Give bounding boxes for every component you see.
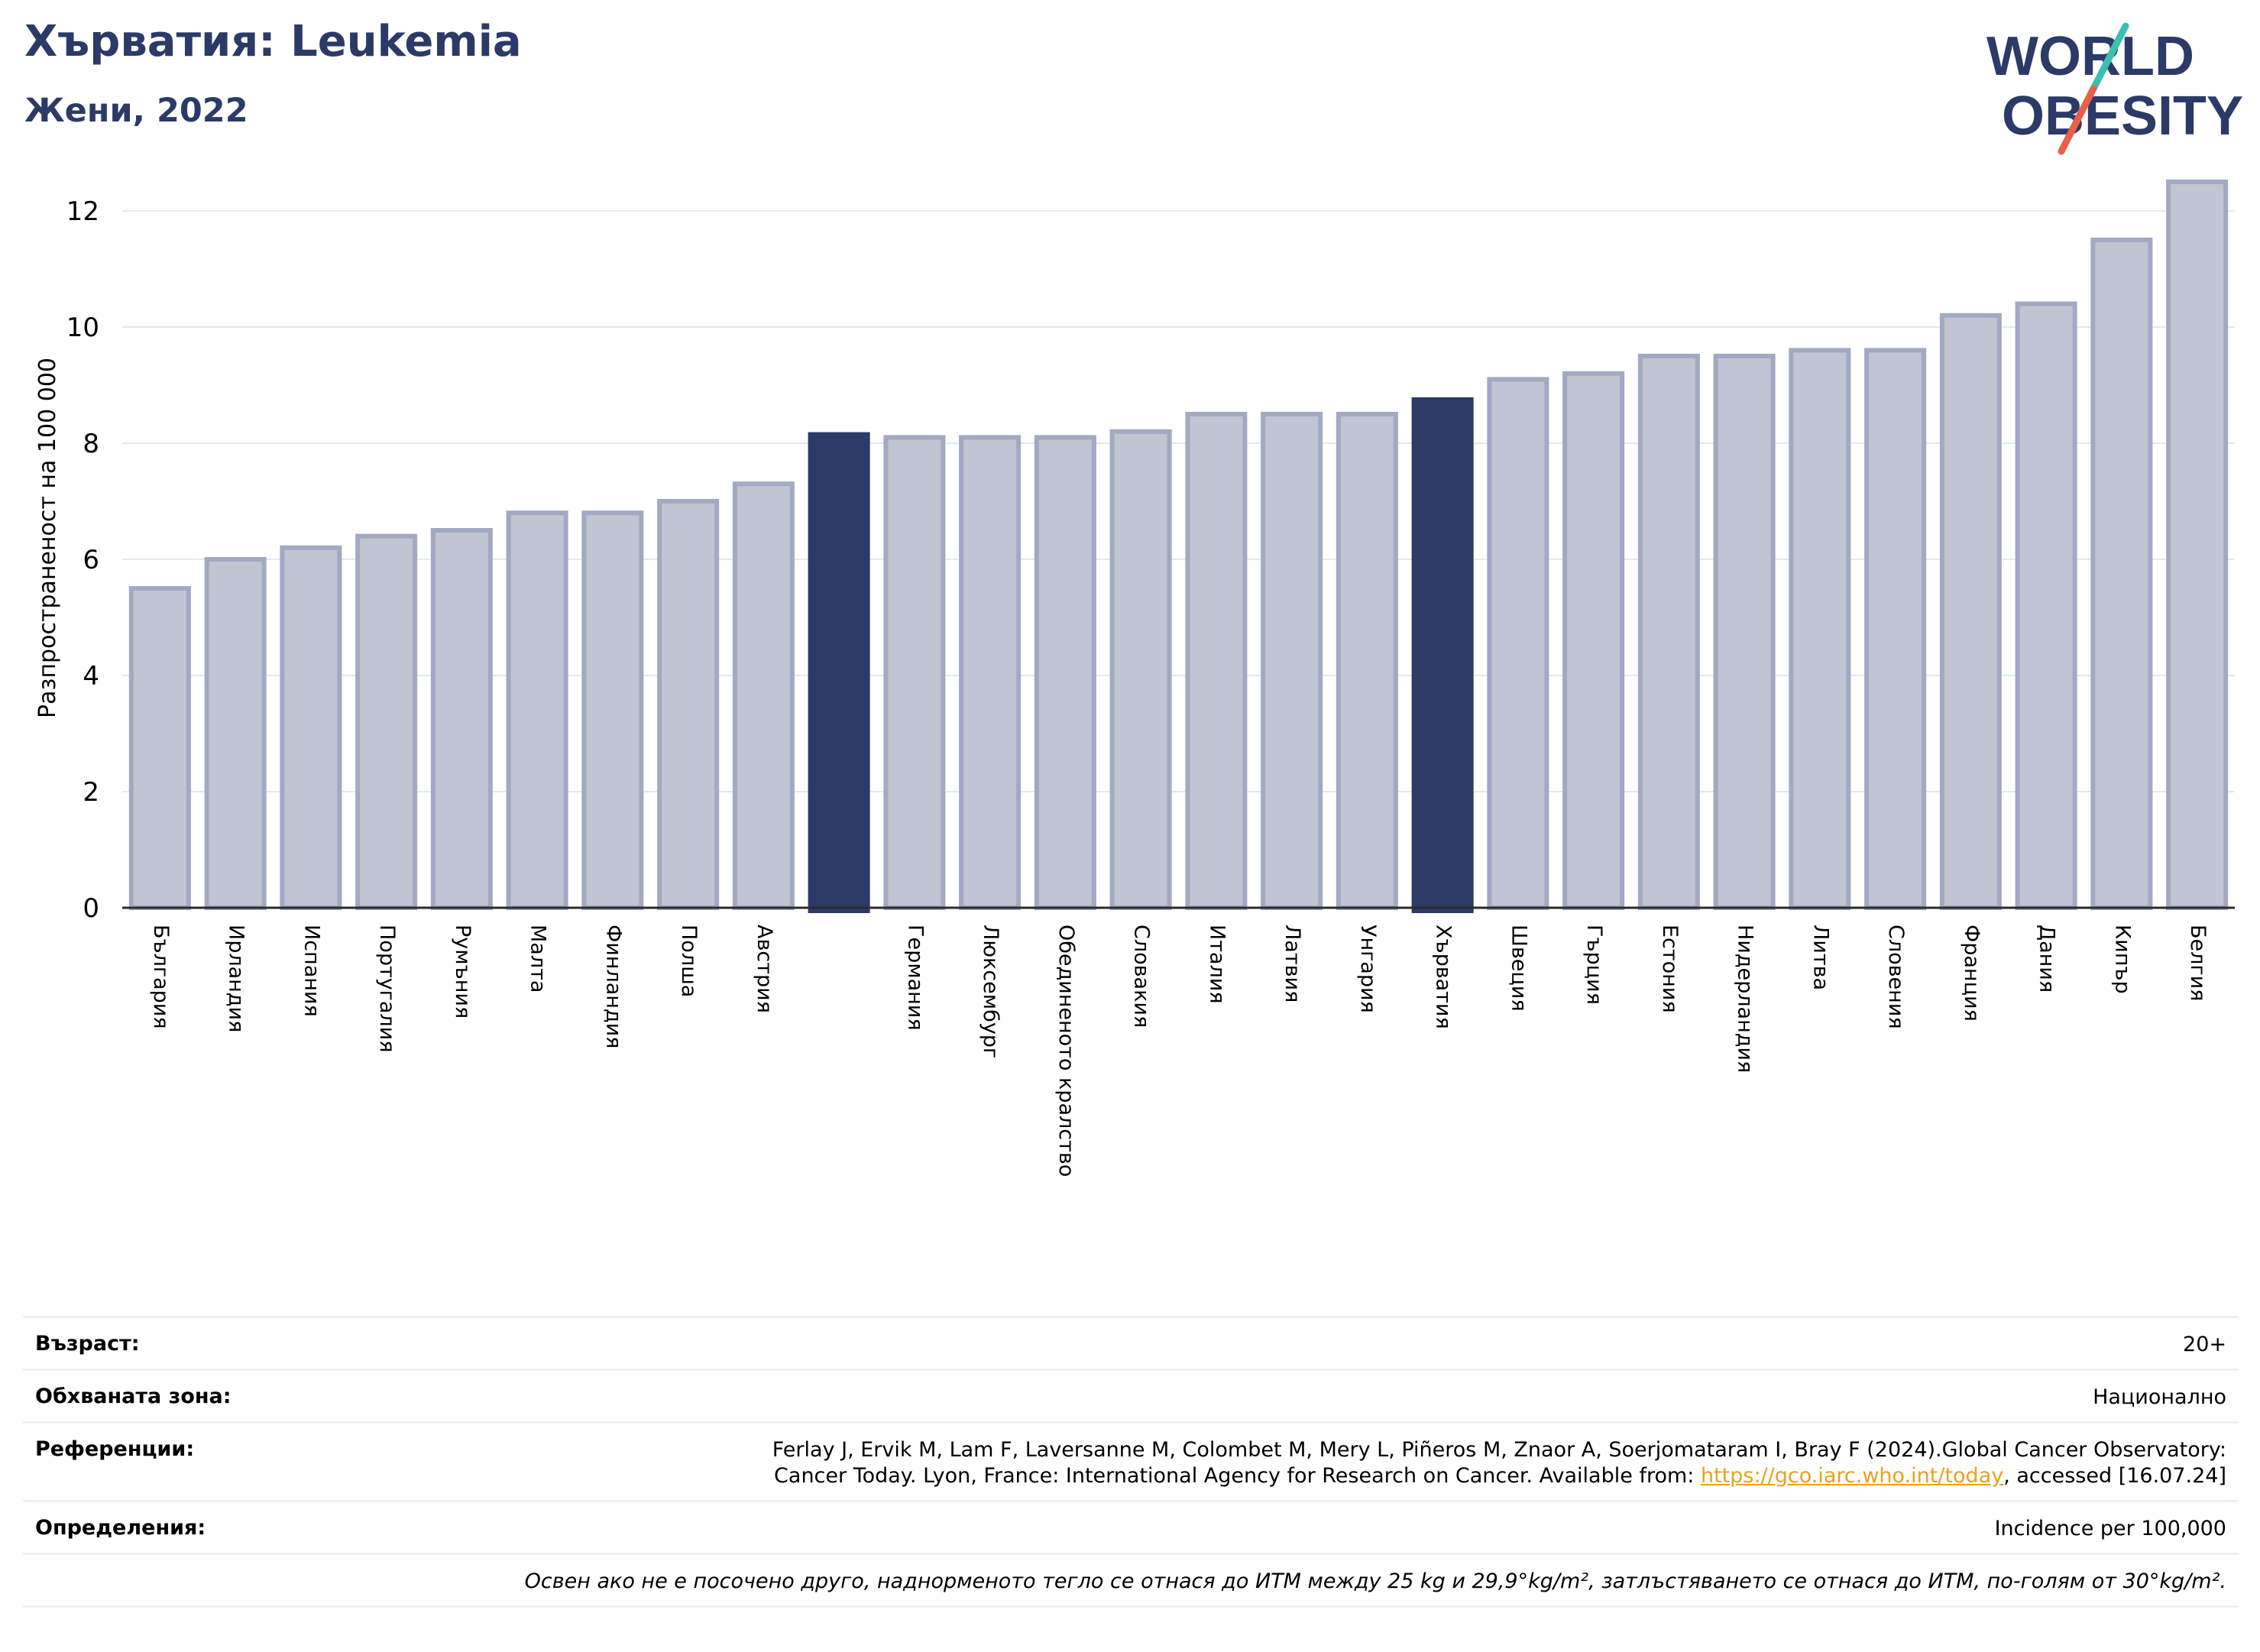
- logo-text-obesity: OBESITY: [2002, 86, 2243, 147]
- x-tick-label: Швеция: [1507, 925, 1530, 1012]
- bar: [959, 435, 1022, 910]
- bar: [1939, 313, 2002, 910]
- x-tick-label: Кипър: [2110, 925, 2134, 994]
- bar: [2090, 238, 2153, 910]
- bar: [1411, 397, 1474, 913]
- bar: [1336, 412, 1398, 910]
- x-tick-label: Испания: [299, 925, 323, 1017]
- bar: [1637, 354, 1700, 910]
- x-tick-label: Люксембург: [979, 925, 1002, 1058]
- bar-chart: 0 2 4 6 8 10 12 България Ирландия Испания Португа…: [34, 180, 2235, 1177]
- references-line2-pre: Cancer Today. Lyon, France: Internationa…: [774, 1464, 1701, 1488]
- info-row-coverage: Обхваната зона: Национално: [23, 1369, 2239, 1421]
- info-row-note: Освен ако не е посочено друго, наднормен…: [23, 1553, 2239, 1608]
- bar: [430, 528, 493, 910]
- info-row-definitions: Определения: Incidence per 100,000: [23, 1500, 2239, 1553]
- bar: [732, 481, 795, 910]
- bar: [280, 545, 342, 910]
- x-tick-label: Малта: [526, 925, 550, 993]
- x-tick-label: Румъния: [451, 925, 474, 1019]
- logo-slash-red: [2058, 85, 2097, 155]
- bar: [1034, 435, 1096, 910]
- y-tick-label: 0: [83, 893, 99, 924]
- bar: [1487, 377, 1549, 910]
- info-row-references: Референции: Ferlay J, Ervik M, Lam F, La…: [23, 1421, 2239, 1500]
- y-tick-label: 12: [66, 196, 99, 227]
- x-tick-label: Ирландия: [225, 925, 248, 1032]
- x-tick-label: Естония: [1658, 925, 1682, 1013]
- x-tick-label: Хърватия: [1432, 925, 1455, 1029]
- y-axis-label: Разпространеност на 100 000: [34, 358, 61, 718]
- age-value: 20+: [2183, 1333, 2226, 1356]
- logo-slash-teal: [2090, 22, 2129, 92]
- x-tick-label: Унгария: [1356, 925, 1380, 1013]
- note-text: Освен ако не е посочено друго, наднормен…: [524, 1569, 2226, 1593]
- x-tick-label: Австрия: [753, 925, 776, 1013]
- bar: [128, 586, 191, 910]
- bar: [1261, 412, 1323, 910]
- references-line2-post: , accessed [16.07.24]: [2003, 1464, 2226, 1488]
- x-tick-label: Финландия: [601, 925, 625, 1048]
- x-tick-label: България: [149, 925, 173, 1029]
- coverage-label: Обхваната зона:: [35, 1385, 232, 1408]
- age-label: Възраст:: [35, 1332, 140, 1356]
- bar: [581, 510, 644, 910]
- bar: [506, 510, 568, 910]
- x-tick-label: Латвия: [1281, 925, 1304, 1003]
- bar: [1562, 371, 1625, 910]
- info-table: Възраст: 20+ Обхваната зона: Национално …: [23, 1316, 2239, 1608]
- bar: [657, 499, 720, 910]
- y-tick-label: 2: [83, 777, 99, 808]
- bar: [808, 432, 870, 913]
- y-tick-label: 6: [83, 545, 99, 575]
- x-tick-label: Литва: [1808, 925, 1832, 990]
- x-tick-label: Нидерландия: [1734, 925, 1757, 1073]
- info-row-age: Възраст: 20+: [23, 1316, 2239, 1369]
- coverage-value: Национално: [2093, 1385, 2226, 1409]
- y-tick-label: 10: [66, 313, 99, 343]
- chart-subtitle: Жени, 2022: [24, 92, 248, 130]
- x-tick-label: Словакия: [1130, 925, 1154, 1028]
- x-tick-label: Франция: [1960, 925, 1983, 1022]
- x-tick-label: Италия: [1205, 925, 1229, 1004]
- references-value: Ferlay J, Ervik M, Lam F, Laversanne M, …: [772, 1437, 2226, 1489]
- definitions-label: Определения:: [35, 1516, 206, 1540]
- chart-title: Хърватия: Leukemia: [24, 17, 522, 66]
- world-obesity-logo: WORLD OBESITY: [1986, 22, 2243, 155]
- definitions-value: Incidence per 100,000: [1994, 1517, 2226, 1540]
- bar: [883, 435, 946, 910]
- x-tick-label: Обединеното кралство: [1054, 925, 1078, 1177]
- bar: [2166, 180, 2229, 910]
- x-tick-label: Словения: [1884, 925, 1908, 1029]
- x-tick-label: Португалия: [375, 925, 399, 1052]
- bar: [1864, 348, 1927, 910]
- logo-text-world: WORLD: [1986, 26, 2194, 87]
- x-tick-label: Дания: [2035, 925, 2059, 993]
- bar: [1185, 412, 1248, 910]
- y-axis-ticks: 0 2 4 6 8 10 12: [66, 196, 99, 924]
- x-tick-label: Белгия: [2186, 925, 2210, 1001]
- x-tick-label: Полша: [677, 925, 701, 997]
- bar: [1713, 354, 1776, 910]
- reference-link[interactable]: https://gco.iarc.who.int/today: [1700, 1464, 2004, 1488]
- bar: [2015, 301, 2077, 911]
- bar: [1789, 348, 1851, 910]
- references-line1: Ferlay J, Ervik M, Lam F, Laversanne M, …: [772, 1438, 2226, 1462]
- bar: [355, 533, 418, 910]
- y-tick-label: 8: [83, 429, 99, 459]
- y-tick-label: 4: [83, 661, 99, 692]
- bar: [204, 557, 267, 910]
- x-tick-label: Гърция: [1582, 925, 1606, 1005]
- x-tick-label: Германия: [903, 925, 927, 1031]
- references-label: Референции:: [35, 1437, 195, 1461]
- bars: [128, 180, 2229, 913]
- bar: [1109, 429, 1172, 910]
- x-axis-labels: България Ирландия Испания Португалия Румъния…: [149, 925, 2210, 1177]
